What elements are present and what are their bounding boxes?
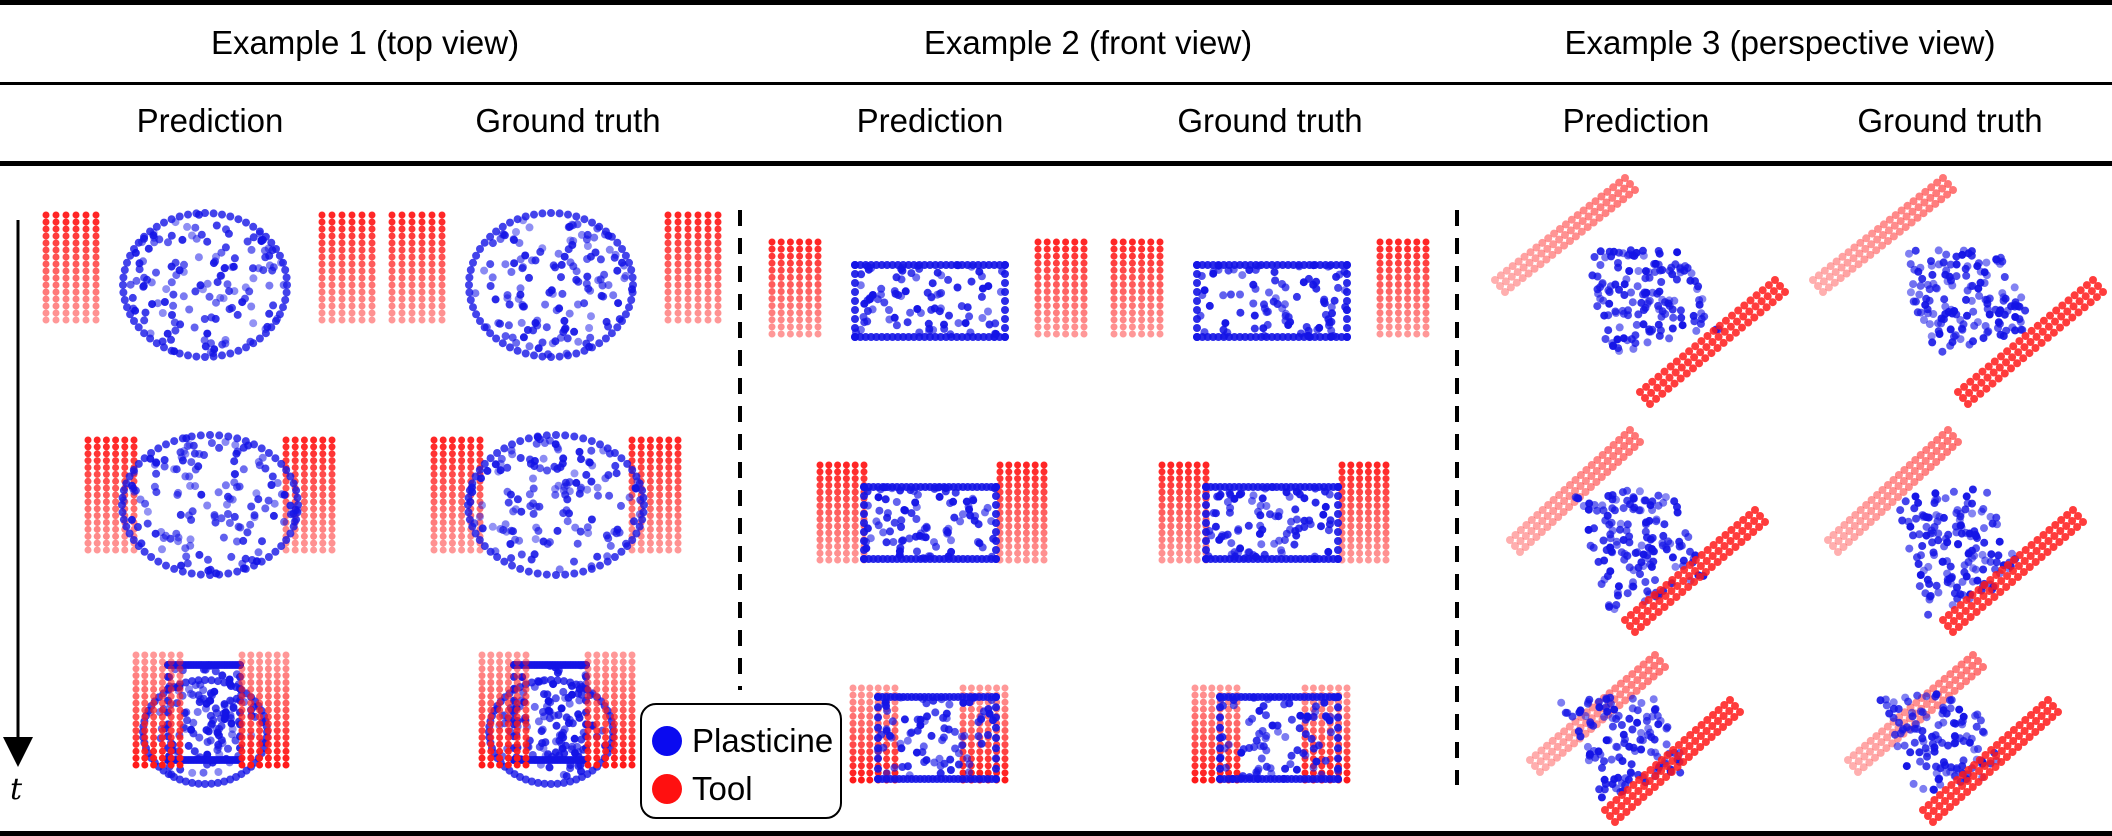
header-rule [0, 82, 2112, 85]
ex3-ground-truth-step-3 [1844, 651, 2062, 826]
legend: Plasticine Tool [640, 703, 842, 819]
top-rule [0, 0, 2112, 5]
ex3-prediction-step-2 [1506, 426, 1769, 636]
ex2-prediction-step-2 [816, 461, 1048, 564]
col-header-ground-truth-3: Ground truth [1857, 102, 2043, 139]
subheader-rule [0, 161, 2112, 166]
col-header-prediction-2: Prediction [856, 102, 1004, 139]
ex1-ground-truth-step-1 [388, 209, 722, 361]
ex1-prediction-step-1 [42, 209, 376, 361]
legend-item-plasticine: Plasticine [652, 721, 833, 761]
col-header-prediction-1: Prediction [136, 102, 284, 139]
time-axis-label: t [10, 772, 23, 807]
ex2-ground-truth-step-2 [1158, 461, 1390, 564]
legend-item-tool: Tool [652, 769, 753, 809]
plasticine-swatch [652, 726, 682, 756]
ex3-ground-truth-step-1 [1809, 174, 2107, 408]
ex3-ground-truth-step-2 [1824, 426, 2087, 636]
example-3-header: Example 3 (perspective view) [1564, 24, 1996, 61]
ex1-prediction-step-3 [132, 651, 290, 788]
bottom-rule [0, 831, 2112, 836]
ex2-prediction-step-1 [768, 238, 1088, 341]
ex3-prediction-step-1 [1491, 174, 1789, 408]
example-1-header: Example 1 (top view) [210, 24, 520, 61]
ex1-ground-truth-step-3 [478, 651, 636, 788]
example-2-header: Example 2 (front view) [923, 24, 1253, 61]
ex1-ground-truth-step-2 [430, 431, 682, 579]
tool-swatch [652, 774, 682, 804]
col-header-ground-truth-2: Ground truth [1177, 102, 1363, 139]
ex2-ground-truth-step-3 [1191, 684, 1351, 784]
legend-label-tool: Tool [692, 770, 753, 807]
ex3-prediction-step-3 [1526, 651, 1744, 826]
legend-label-plasticine: Plasticine [692, 722, 834, 759]
col-header-ground-truth-1: Ground truth [475, 102, 661, 139]
ex2-prediction-step-3 [849, 684, 1009, 784]
ex2-ground-truth-step-1 [1110, 238, 1430, 341]
col-header-prediction-3: Prediction [1562, 102, 1710, 139]
ex1-prediction-step-2 [84, 431, 336, 579]
